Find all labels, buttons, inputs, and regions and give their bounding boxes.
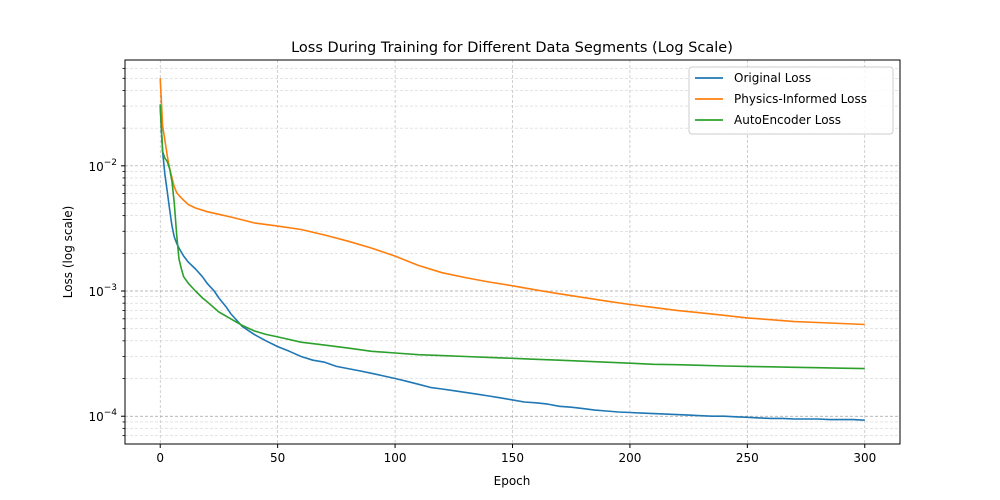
- series-lines: [159, 78, 865, 421]
- legend-label-2: AutoEncoder Loss: [734, 113, 841, 127]
- axis-ticks: 0 50 100 150 200 250 300 10−4 10−3 10−2: [88, 67, 876, 465]
- y-tick-label: 10−2: [88, 158, 117, 174]
- legend-label-0: Original Loss: [734, 71, 811, 85]
- x-axis-title: Epoch: [494, 474, 531, 488]
- series-line-0: [159, 106, 865, 421]
- legend-label-1: Physics-Informed Loss: [734, 92, 867, 106]
- legend-box: [688, 66, 894, 135]
- x-tick-label: 200: [618, 451, 641, 465]
- x-tick-label: 100: [384, 451, 407, 465]
- x-tick-label: 50: [270, 451, 285, 465]
- y-tick-label: 10−4: [88, 408, 117, 424]
- x-tick-label: 300: [853, 451, 876, 465]
- chart-title: Loss During Training for Different Data …: [291, 40, 733, 56]
- series-line-2: [159, 104, 865, 370]
- series-line-1: [159, 78, 865, 326]
- legend: Original Loss Physics-Informed Loss AutoEn…: [688, 66, 894, 135]
- x-tick-label: 150: [501, 451, 524, 465]
- x-tick-label: 0: [156, 451, 164, 465]
- x-tick-label: 250: [736, 451, 759, 465]
- y-tick-label: 10−3: [88, 283, 117, 299]
- y-axis-title: Loss (log scale): [61, 206, 75, 299]
